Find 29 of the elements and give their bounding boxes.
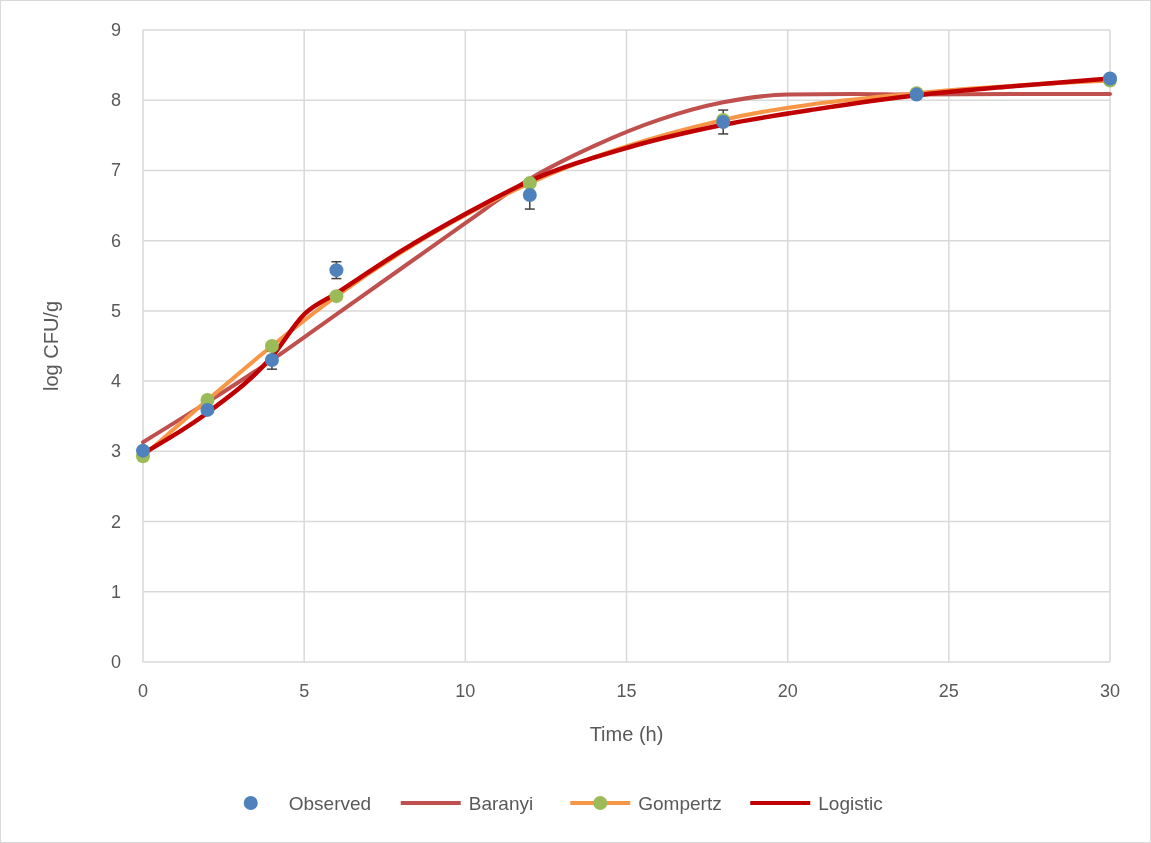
legend-label: Logistic [818,793,883,814]
legend-label: Observed [288,793,372,814]
point [200,402,215,417]
x-axis-title: Time (h) [589,723,664,745]
y-axis-title: log CFU/g [40,300,62,392]
point [136,443,150,458]
x-tick-label: 15 [616,681,637,701]
y-tick-label: 9 [110,20,121,40]
y-tick-label: 6 [110,230,121,251]
y-tick-label: 0 [110,652,121,672]
x-tick-label: 30 [1099,681,1121,701]
y-tick-label: 8 [110,90,121,111]
legend-label: Gompertz [638,793,722,814]
y-tick-label: 4 [110,371,121,392]
point [522,176,537,191]
point [264,339,279,353]
point [522,188,537,203]
legend-label: Baranyi [468,793,534,814]
x-tick-label: 5 [299,681,310,701]
y-tick-label: 7 [110,160,121,181]
y-tick-label: 2 [110,511,121,532]
y-tick-label: 1 [110,581,121,602]
x-tick-label: 10 [455,681,476,701]
y-tick-label: 3 [110,441,121,462]
x-tick-label: 25 [938,681,959,701]
y-tick-label: 5 [110,300,121,321]
point [329,289,344,304]
x-tick-label: 20 [777,681,798,701]
x-tick-label: 0 [137,681,149,701]
